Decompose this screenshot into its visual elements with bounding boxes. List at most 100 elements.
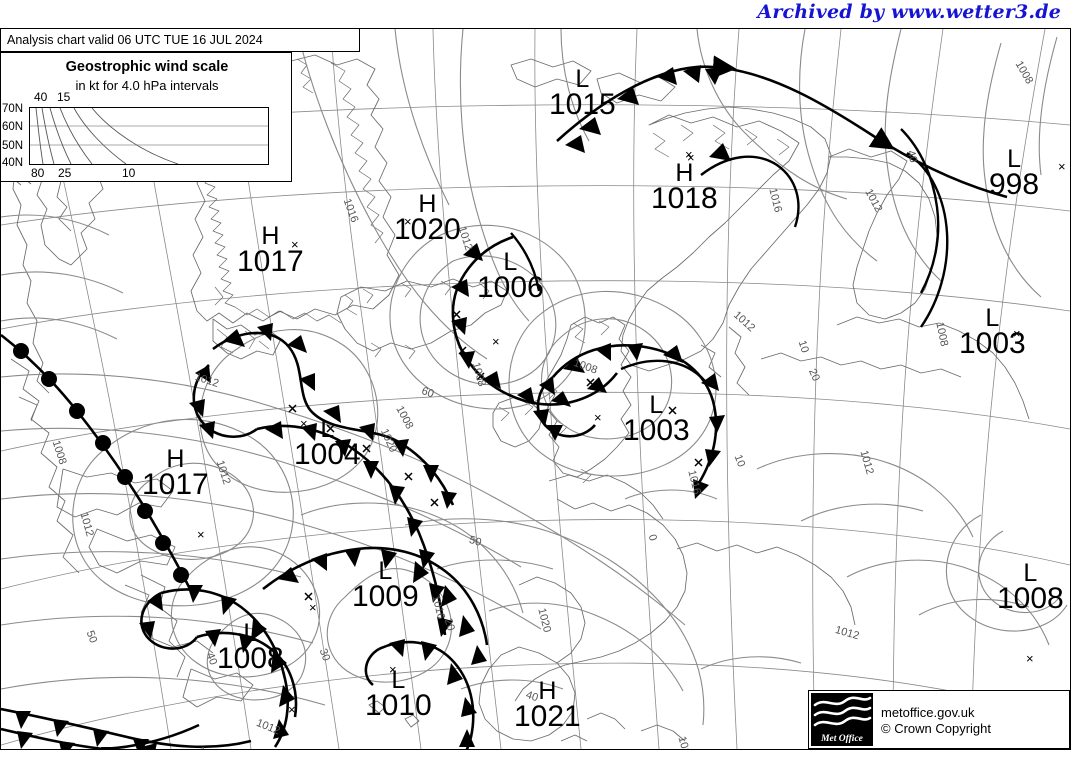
archive-watermark: Archived by www.wetter3.de bbox=[757, 1, 1061, 23]
warm-hook-1008-barbs bbox=[139, 593, 163, 639]
cold-front-1008-lower-barbs bbox=[205, 629, 255, 653]
cold-front-southwest-barbs bbox=[15, 711, 149, 749]
pressure-centre-type: L bbox=[378, 557, 393, 585]
trough-far-right bbox=[900, 128, 940, 294]
wind-scale-plot bbox=[29, 107, 269, 165]
pressure-centre-value: 1003 bbox=[623, 414, 690, 447]
pressure-centre-value: 1003 bbox=[959, 327, 1026, 360]
cold-front-bottom2 bbox=[102, 723, 200, 749]
cold-front-1008 bbox=[160, 588, 290, 748]
pressure-centre-l-1003: L 1003 bbox=[623, 393, 690, 446]
pressure-centre-type: L bbox=[391, 666, 406, 694]
pressure-centre-l-1008: L 1008 bbox=[217, 621, 284, 674]
chart-header-box: Analysis chart valid 06 UTC TUE 16 JUL 2… bbox=[0, 28, 360, 52]
geostrophic-wind-scale-legend: Geostrophic wind scale in kt for 4.0 hPa… bbox=[0, 52, 292, 182]
pressure-centre-type: L bbox=[320, 415, 335, 443]
pressure-centre-h-1017: H 1017 bbox=[142, 447, 209, 500]
occluded-front-labrador-barbs bbox=[223, 323, 457, 509]
pressure-centre-cross-marker: × bbox=[1058, 159, 1066, 174]
pressure-centre-l-1009: L 1009 bbox=[352, 559, 419, 612]
met-office-wordmark: Met Office bbox=[821, 734, 863, 744]
cold-front-bottom-barbs bbox=[17, 731, 157, 749]
pressure-centre-cross-marker: × bbox=[1026, 651, 1034, 666]
cold-front-iceland-barbs bbox=[451, 243, 607, 407]
pressure-centre-type: L bbox=[1007, 145, 1021, 173]
fronts bbox=[1, 55, 1008, 749]
pressure-centre-type: L bbox=[985, 304, 1000, 332]
cold-front-britain-barbs bbox=[563, 343, 725, 499]
pressure-centre-cross-marker: × bbox=[300, 416, 308, 431]
wind-scale-bot-25: 25 bbox=[58, 166, 72, 180]
pressure-centre-value: 998 bbox=[989, 168, 1040, 201]
pressure-centre-l-1006: L 1006 bbox=[477, 250, 544, 303]
pressure-centre-type: H bbox=[166, 445, 185, 473]
pressure-centre-cross-marker: × bbox=[309, 600, 317, 615]
wind-scale-lat-50n: 50N bbox=[2, 140, 24, 152]
pressure-centre-cross-marker: × bbox=[291, 237, 299, 252]
pressure-centre-value: 1018 bbox=[651, 182, 718, 215]
pressure-centre-value: 1017 bbox=[142, 468, 209, 501]
pressure-centre-cross-marker: × bbox=[404, 214, 412, 229]
pressure-centre-h-1018: H 1018 bbox=[651, 161, 718, 214]
pressure-centre-cross-marker: × bbox=[685, 147, 693, 162]
cold-front-britain bbox=[552, 344, 718, 490]
pressure-centre-cross-marker: × bbox=[389, 662, 397, 677]
occluded-hook-1003-barbs bbox=[533, 377, 563, 441]
trough-norway bbox=[700, 155, 800, 228]
met-office-logo-box: Met Office metoffice.gov.uk © Crown Copy… bbox=[808, 690, 1070, 749]
warm-hook-1008 bbox=[140, 591, 199, 650]
pressure-centre-type: L bbox=[1023, 559, 1038, 587]
cold-front-1004-tail-barbs bbox=[265, 421, 453, 637]
occluded-marks-britain bbox=[586, 378, 703, 467]
pressure-centre-type: H bbox=[261, 222, 280, 250]
met-office-logo-mark: Met Office bbox=[811, 693, 873, 746]
pressure-centre-value: 1008 bbox=[217, 642, 284, 675]
pressure-centre-type: L bbox=[503, 248, 518, 276]
pressure-centre-type: H bbox=[418, 190, 437, 218]
cold-front-bottom bbox=[1, 727, 104, 749]
cold-front-southwest bbox=[1, 707, 252, 749]
wind-scale-lat-70n: 70N bbox=[2, 103, 24, 115]
pressure-centre-value: 1008 bbox=[997, 582, 1064, 615]
met-office-waves-icon bbox=[813, 696, 872, 727]
pressure-centre-value: 1010 bbox=[365, 689, 432, 722]
cold-front-1009-barbs bbox=[277, 549, 487, 665]
pressure-centre-type: H bbox=[675, 159, 694, 187]
pressure-centre-l-998: L 998 bbox=[989, 147, 1039, 200]
wind-scale-lat-60n: 60N bbox=[2, 121, 24, 133]
pressure-centre-h-1017: H 1017 bbox=[237, 224, 304, 277]
pressure-centre-cross-marker: × bbox=[687, 150, 695, 165]
wind-scale-subtitle: in kt for 4.0 hPa intervals bbox=[75, 78, 219, 93]
trough-iceland-north bbox=[510, 232, 541, 292]
trough-northsea bbox=[620, 359, 706, 382]
wind-scale-bot-10: 10 bbox=[122, 166, 136, 180]
pressure-centre-value: 1020 bbox=[394, 213, 461, 246]
pressure-centre-cross-marker: × bbox=[1013, 326, 1021, 341]
map-canvas: 1016 1012 1016 1008 1012 1012 1008 1008 1008 1008… bbox=[0, 28, 1071, 750]
pressure-centre-type: L bbox=[575, 65, 590, 93]
pressure-centre-type: H bbox=[538, 677, 557, 705]
wind-scale-curves bbox=[30, 108, 268, 164]
pressure-centre-cross-marker: × bbox=[594, 410, 602, 425]
occluded-marks-1009 bbox=[304, 592, 313, 601]
pressure-centre-l-1010: L 1010 bbox=[365, 668, 432, 721]
trough-scandinavia bbox=[906, 152, 949, 328]
pressure-centre-cross-marker: × bbox=[492, 334, 500, 349]
warm-front-west-bumps bbox=[13, 343, 189, 583]
chart-validity-text: Analysis chart valid 06 UTC TUE 16 JUL 2… bbox=[7, 33, 263, 47]
pressure-centre-value: 1017 bbox=[237, 245, 304, 278]
wind-scale-top-15: 15 bbox=[57, 90, 71, 104]
pressure-centre-value: 1009 bbox=[352, 580, 419, 613]
pressure-centre-l-1004: L 1004 bbox=[294, 417, 361, 470]
wind-scale-bot-80: 80 bbox=[31, 166, 45, 180]
pressure-centre-value: 1004 bbox=[294, 438, 361, 471]
cold-front-1009 bbox=[262, 546, 489, 646]
cold-front-1010 bbox=[378, 640, 475, 749]
cold-front-arctic bbox=[556, 55, 1008, 199]
cold-front-1010-barbs bbox=[389, 639, 477, 747]
wind-scale-title: Geostrophic wind scale bbox=[65, 59, 229, 75]
cold-front-iceland bbox=[451, 235, 619, 406]
wind-scale-lat-40n: 40N bbox=[2, 157, 24, 169]
warm-hook-1010 bbox=[364, 647, 380, 686]
pressure-centre-value: 1006 bbox=[477, 271, 544, 304]
